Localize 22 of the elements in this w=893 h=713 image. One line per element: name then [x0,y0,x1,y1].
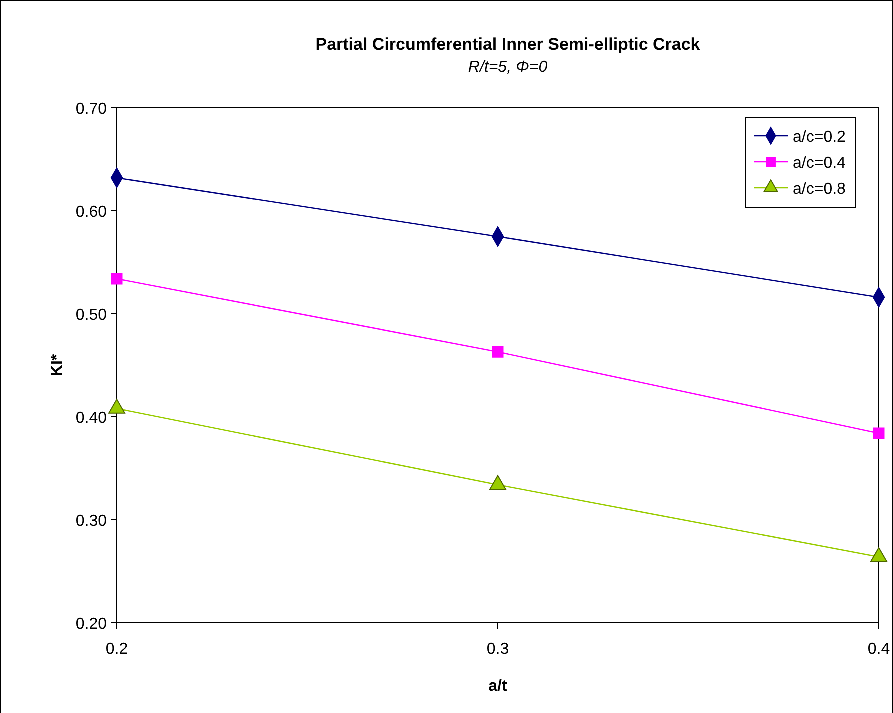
legend-label: a/c=0.8 [793,181,846,198]
point [870,547,888,562]
y-tick-label: 0.50 [76,307,108,324]
x-tick-label: 0.2 [106,641,128,658]
point [108,399,126,414]
chart-title: Partial Circumferential Inner Semi-elliptic Crack [316,35,701,54]
y-tick-label: 0.20 [76,616,108,633]
y-tick-label: 0.30 [76,513,108,530]
point [873,428,885,440]
y-tick-label: 0.70 [76,101,108,118]
x-tick-label: 0.3 [486,641,510,658]
point [490,475,506,490]
legend-label: a/c=0.2 [793,129,846,146]
x-axis-title: a/t [488,678,508,695]
y-axis-title: KI* [49,354,66,377]
y-tick-label: 0.60 [76,204,108,221]
point [492,346,504,358]
x-tick-label: 0.4 [868,641,890,658]
y-tick-label: 0.40 [76,410,108,427]
chart-subtitle: R/t=5, Φ=0 [468,59,548,76]
point [111,273,123,285]
legend-label: a/c=0.4 [793,155,846,172]
